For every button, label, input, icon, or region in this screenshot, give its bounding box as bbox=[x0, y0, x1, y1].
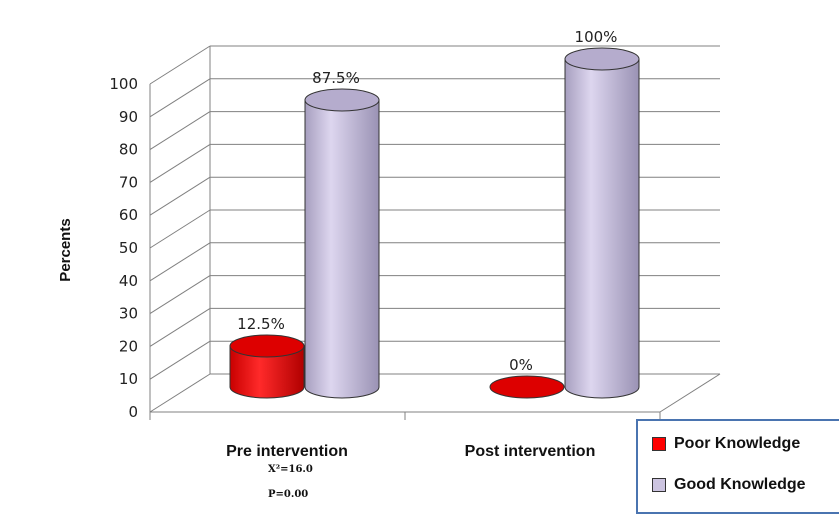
category-label-post: Post intervention bbox=[465, 443, 596, 460]
gridline-side bbox=[149, 307, 211, 347]
y-tick-labels: 0 10 20 30 40 50 60 70 80 90 100 bbox=[109, 75, 138, 421]
y-tick-label: 50 bbox=[119, 239, 138, 257]
legend-swatch-good bbox=[652, 478, 666, 492]
data-label: 87.5% bbox=[312, 69, 360, 87]
y-tick-label: 100 bbox=[109, 75, 138, 93]
bar-1-1 bbox=[564, 47, 640, 399]
legend-swatch-poor bbox=[652, 437, 666, 451]
bar-top bbox=[564, 47, 640, 71]
y-tick-label: 10 bbox=[119, 370, 138, 388]
bars bbox=[229, 47, 640, 399]
y-tick-label: 80 bbox=[119, 141, 138, 159]
gridline-side bbox=[149, 373, 211, 413]
gridline-side bbox=[149, 111, 211, 151]
y-tick-label: 0 bbox=[128, 403, 138, 421]
data-label: 12.5% bbox=[237, 315, 285, 333]
bar-0-1 bbox=[489, 375, 565, 399]
y-tick-label: 40 bbox=[119, 272, 138, 290]
y-tick-label: 60 bbox=[119, 206, 138, 224]
data-label: 0% bbox=[509, 356, 533, 374]
legend-label-poor: Poor Knowledge bbox=[674, 435, 801, 452]
y-tick-label: 70 bbox=[119, 173, 138, 191]
y-tick-label: 90 bbox=[119, 108, 138, 126]
floor-right-edge bbox=[659, 373, 721, 413]
gridline-side bbox=[149, 242, 211, 282]
data-label: 100% bbox=[575, 28, 618, 46]
gridline-side bbox=[149, 45, 211, 85]
category-label-pre: Pre intervention bbox=[226, 443, 348, 460]
chi-square-annotation: X²=16.0 bbox=[268, 464, 313, 475]
y-tick-label: 20 bbox=[119, 337, 138, 355]
p-value-annotation: P=0.00 bbox=[268, 489, 308, 500]
bar-body bbox=[304, 99, 380, 399]
bar-body bbox=[564, 58, 640, 399]
legend-item-poor: Poor Knowledge bbox=[652, 435, 800, 453]
bar-top bbox=[229, 334, 305, 358]
gridline-side bbox=[149, 78, 211, 118]
bar-body bbox=[229, 345, 305, 399]
y-axis-label: Percents bbox=[57, 218, 74, 281]
gridline-side bbox=[149, 209, 211, 249]
legend: Poor Knowledge Good Knowledge bbox=[636, 419, 839, 514]
gridline-side bbox=[149, 176, 211, 216]
legend-item-good: Good Knowledge bbox=[652, 476, 806, 494]
bar-0-0 bbox=[229, 334, 305, 399]
gridline-side bbox=[149, 340, 211, 380]
bar-top bbox=[489, 375, 565, 399]
gridline-side bbox=[149, 143, 211, 183]
gridline-side bbox=[149, 275, 211, 315]
bar-1-0 bbox=[304, 88, 380, 399]
legend-label-good: Good Knowledge bbox=[674, 476, 806, 493]
data-labels: 12.5% 0% 87.5% 100% bbox=[237, 28, 617, 374]
y-tick-label: 30 bbox=[119, 305, 138, 323]
bar-top bbox=[304, 88, 380, 112]
